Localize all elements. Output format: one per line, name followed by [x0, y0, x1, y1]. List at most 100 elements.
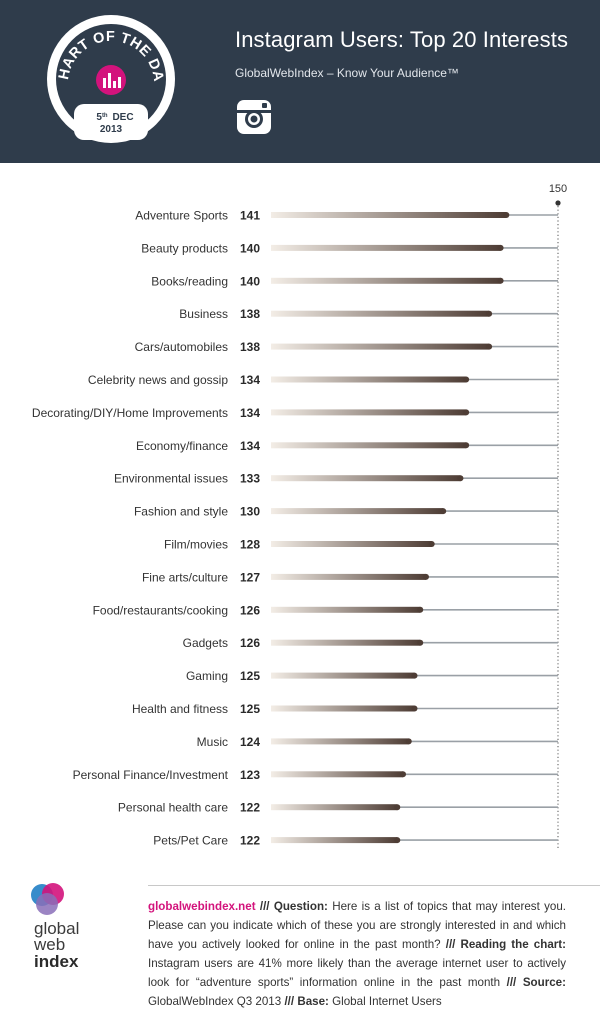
category-label: Fashion and style — [134, 505, 228, 519]
bar-row: Gaming 125 — [186, 669, 558, 683]
category-label: Health and fitness — [132, 702, 228, 716]
value-label: 126 — [240, 636, 260, 650]
category-label: Gadgets — [183, 636, 228, 650]
bar — [271, 442, 467, 449]
source-label: Source: — [522, 976, 566, 989]
bar-row: Environmental issues 133 — [114, 472, 558, 486]
category-label: Music — [197, 735, 228, 749]
reading-label: Reading the chart: — [460, 938, 566, 951]
bar-end-cap — [503, 212, 510, 218]
bar — [271, 771, 404, 778]
bar-end-cap — [463, 376, 470, 383]
badge-date-suffix: th — [102, 113, 108, 119]
bar-end-cap — [497, 244, 504, 251]
category-label: Cars/automobiles — [135, 340, 228, 354]
logo-line-2: web — [33, 935, 65, 954]
logo-line-3: index — [34, 952, 79, 971]
value-label: 138 — [240, 307, 260, 321]
instagram-icon — [237, 100, 271, 134]
bar — [271, 508, 444, 515]
bar-end-cap — [394, 804, 401, 811]
base-label: Base: — [297, 995, 329, 1008]
bar — [271, 409, 467, 416]
bar-row: Fine arts/culture 127 — [142, 570, 558, 584]
value-label: 128 — [240, 538, 260, 552]
bar — [271, 606, 421, 613]
footer-site-link[interactable]: globalwebindex.net — [148, 900, 256, 913]
bar — [271, 343, 490, 350]
footer-notes: globalwebindex.net /// Question: Here is… — [148, 897, 566, 1011]
bar-row: Pets/Pet Care 122 — [153, 834, 558, 848]
bar-row: Celebrity news and gossip 134 — [88, 373, 558, 387]
footer-sep-4: /// — [284, 995, 298, 1008]
category-label: Personal Finance/Investment — [73, 768, 229, 782]
bar — [271, 244, 501, 251]
bar — [271, 277, 501, 284]
bar-row: Health and fitness 125 — [132, 702, 558, 716]
category-label: Food/restaurants/cooking — [93, 603, 228, 617]
bar — [271, 475, 461, 482]
logo-line-1: global — [34, 919, 79, 938]
question-text: Here is a list of topics that may intere… — [148, 900, 566, 951]
svg-text:5th: 5th — [96, 112, 108, 123]
value-label: 125 — [240, 669, 260, 683]
category-label: Decorating/DIY/Home Improvements — [32, 406, 228, 420]
bar — [271, 376, 467, 383]
reading-text: Instagram users are 41% more likely than… — [148, 957, 566, 989]
footer-sep-1: /// — [255, 900, 274, 913]
bar-end-cap — [497, 277, 504, 284]
header-banner: CHART OF THE DAY 5th DEC 2013 Instagram … — [0, 0, 600, 163]
bar-end-cap — [411, 705, 418, 712]
bar-end-cap — [405, 738, 412, 745]
value-label: 124 — [240, 735, 260, 749]
category-label: Economy/finance — [136, 439, 228, 453]
bar-row: Economy/finance 134 — [136, 439, 558, 453]
bar-row: Beauty products 140 — [141, 241, 558, 255]
bar-row: Books/reading 140 — [151, 274, 558, 288]
bar-row: Business 138 — [179, 307, 558, 321]
category-label: Pets/Pet Care — [153, 834, 228, 848]
bar-end-cap — [400, 771, 407, 778]
category-label: Books/reading — [151, 274, 228, 288]
value-label: 123 — [240, 768, 260, 782]
category-label: Gaming — [186, 669, 228, 683]
bar-row: Personal health care 122 — [118, 801, 558, 815]
category-label: Fine arts/culture — [142, 570, 228, 584]
badge-date-month: DEC — [112, 112, 133, 123]
value-label: 134 — [240, 406, 260, 420]
value-label: 122 — [240, 801, 260, 815]
bar-end-cap — [440, 508, 447, 515]
interests-bar-chart: 150 Adventure Sports 141 Beauty products 14… — [32, 183, 567, 851]
badge-date-day: 5 — [96, 112, 102, 123]
bar-row: Fashion and style 130 — [134, 505, 558, 519]
bar-row: Adventure Sports 141 — [135, 209, 558, 223]
bar-row: Food/restaurants/cooking 126 — [93, 603, 558, 617]
category-label: Film/movies — [164, 538, 228, 552]
source-text: GlobalWebIndex Q3 2013 — [148, 995, 285, 1008]
bar-end-cap — [463, 442, 470, 449]
footer-sep-2: /// — [445, 938, 461, 951]
bar — [271, 541, 432, 547]
value-label: 130 — [240, 505, 260, 519]
value-label: 134 — [240, 373, 260, 387]
value-label: 134 — [240, 439, 260, 453]
category-label: Celebrity news and gossip — [88, 373, 228, 387]
bar-end-cap — [394, 837, 401, 844]
footer-divider — [148, 885, 600, 886]
bar-row: Music 124 — [197, 735, 558, 749]
value-label: 140 — [240, 274, 260, 288]
value-label: 126 — [240, 603, 260, 617]
value-label: 141 — [240, 209, 260, 223]
bar — [271, 705, 415, 712]
value-label: 133 — [240, 472, 260, 486]
value-label: 138 — [240, 340, 260, 354]
page-title: Instagram Users: Top 20 Interests — [235, 27, 569, 52]
bar — [271, 837, 398, 844]
value-label: 127 — [240, 570, 260, 584]
axis-max-dot — [555, 200, 561, 206]
bar — [271, 639, 421, 646]
bar-end-cap — [457, 475, 464, 482]
bar-end-cap — [486, 310, 493, 317]
bar-end-cap — [417, 606, 424, 613]
question-label: Question: — [273, 900, 328, 913]
